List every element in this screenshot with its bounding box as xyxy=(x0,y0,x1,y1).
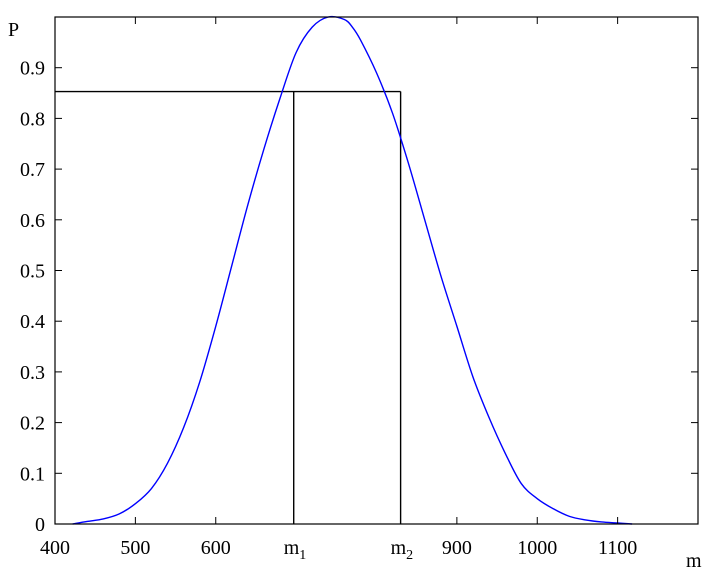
x-tick-label: 1000 xyxy=(517,537,557,559)
y-tick-label: 0.8 xyxy=(20,108,45,130)
x-tick-label: 600 xyxy=(201,537,231,559)
y-tick-label: 0.3 xyxy=(20,362,45,384)
x-tick-label: 900 xyxy=(442,537,472,559)
reference-lines xyxy=(55,90,402,524)
y-tick-label: 0.1 xyxy=(20,463,45,485)
x-tick-label: 1100 xyxy=(598,537,637,559)
y-tick-label: 0.5 xyxy=(20,261,45,283)
y-tick-label: 0.7 xyxy=(20,159,45,181)
series-layer xyxy=(72,15,633,525)
y-tick-label: 0.4 xyxy=(20,311,45,333)
marker-label-2: m2 xyxy=(391,537,414,563)
x-tick-label: 400 xyxy=(40,537,70,559)
marker-label-1: m1 xyxy=(284,537,307,563)
y-tick-label: 0 xyxy=(35,514,45,536)
axis-ticks xyxy=(54,17,698,525)
series-line-1 xyxy=(72,15,633,525)
y-axis-title: P xyxy=(8,19,19,41)
x-tick-label: 500 xyxy=(120,537,150,559)
y-tick-label: 0.6 xyxy=(20,210,45,232)
y-tick-label: 0.9 xyxy=(20,58,45,80)
axis-labels: 0 0.1 0.2 0.3 0.4 0.5 0.6 0.7 0.8 0.9 400 500 600 900… xyxy=(20,58,637,563)
plot-frame xyxy=(54,16,699,525)
y-tick-label: 0.2 xyxy=(20,413,45,435)
x-axis-title: m xyxy=(686,550,702,572)
